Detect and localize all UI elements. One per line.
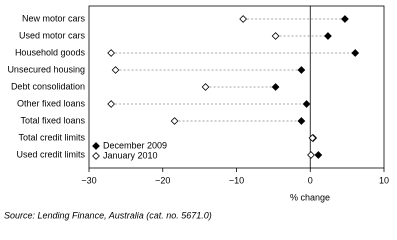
data-point xyxy=(314,151,323,159)
data-point xyxy=(107,100,115,108)
data-point xyxy=(341,15,349,23)
data-point xyxy=(297,66,306,74)
x-tick-label: −30 xyxy=(81,175,96,185)
x-tick-label: 10 xyxy=(379,175,389,185)
legend-marker xyxy=(92,152,100,160)
legend-label: December 2009 xyxy=(103,140,167,150)
y-tick-label: Used motor cars xyxy=(19,30,86,40)
x-axis-label: % change xyxy=(290,192,330,202)
data-point xyxy=(324,32,332,40)
y-tick-label: Used credit limits xyxy=(16,149,85,159)
y-tick-label: Unsecured housing xyxy=(7,64,85,74)
x-tick-label: −10 xyxy=(229,175,244,185)
legend-label: January 2010 xyxy=(103,150,158,160)
data-point xyxy=(297,117,306,125)
data-point xyxy=(107,49,115,57)
legend-marker xyxy=(92,142,100,150)
data-point xyxy=(170,117,179,125)
page: % change Source: Lending Finance, Austra… xyxy=(4,5,390,221)
data-point xyxy=(271,83,280,91)
chart: % change Source: Lending Finance, Austra… xyxy=(4,5,389,220)
data-point xyxy=(111,66,120,74)
x-tick-label: 0 xyxy=(308,175,313,185)
y-tick-label: Total credit limits xyxy=(18,132,85,142)
y-tick-label: Debt consolidation xyxy=(11,81,85,91)
data-point xyxy=(308,134,317,142)
x-tick-label: −20 xyxy=(155,175,170,185)
y-tick-label: New motor cars xyxy=(22,13,86,23)
data-point xyxy=(201,83,210,91)
source-note: Source: Lending Finance, Australia (cat.… xyxy=(4,210,212,220)
data-point xyxy=(351,49,360,57)
y-tick-label: Other fixed loans xyxy=(17,98,86,108)
data-point xyxy=(271,32,280,40)
y-tick-label: Total fixed loans xyxy=(20,115,85,125)
data-point xyxy=(307,151,315,159)
y-tick-label: Household goods xyxy=(15,47,86,57)
data-point xyxy=(239,15,248,23)
data-point xyxy=(302,100,311,108)
